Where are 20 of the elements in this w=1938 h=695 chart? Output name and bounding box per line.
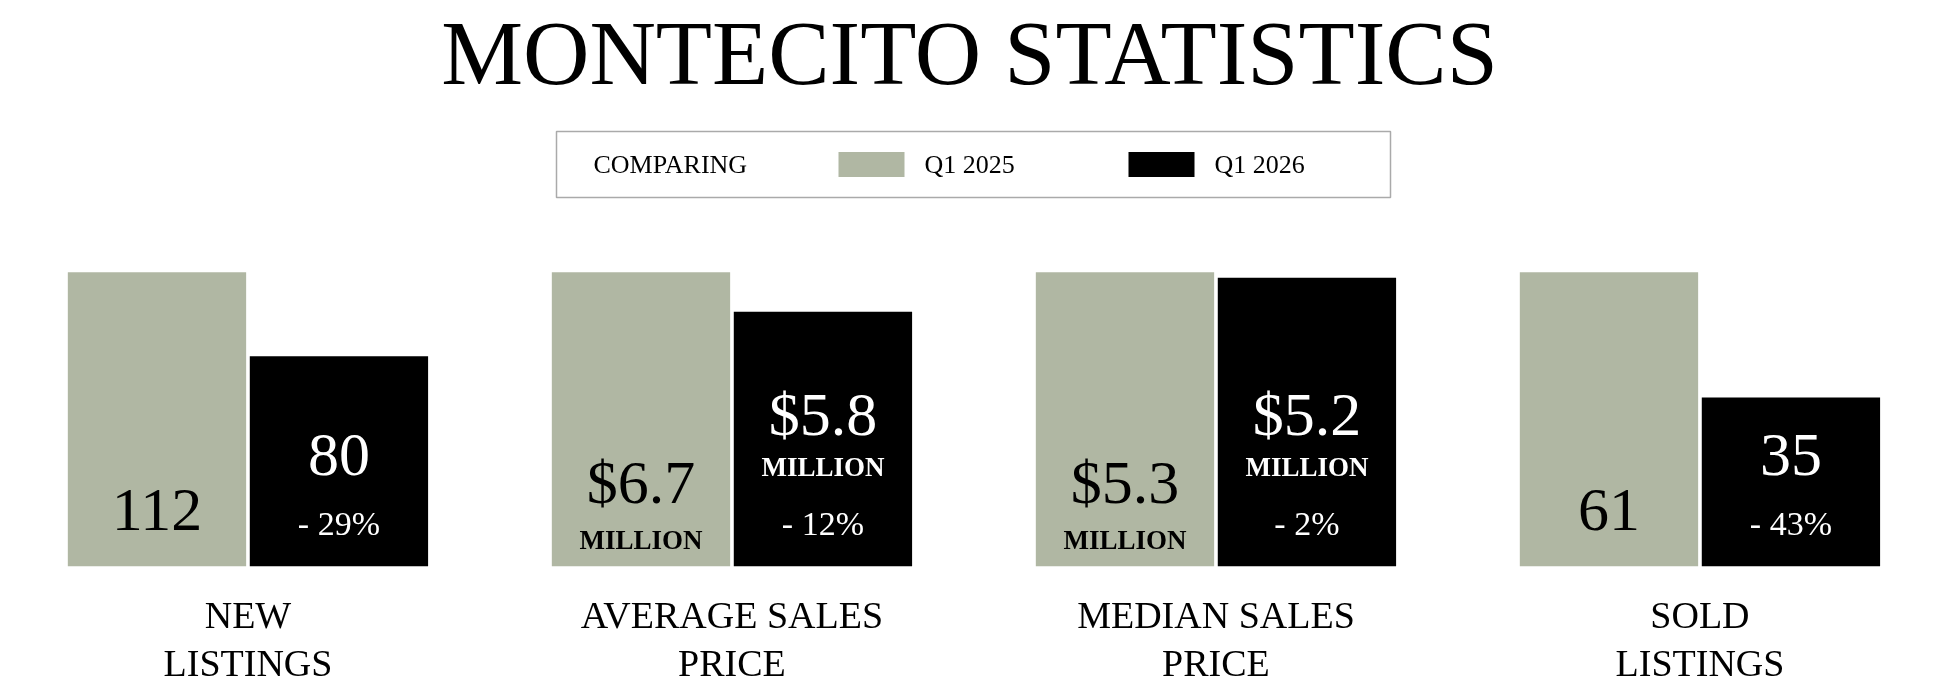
annotation: - 43%: [1749, 504, 1833, 542]
x-axis-title: NEW LISTINGS: [163, 594, 333, 685]
x-axis-title: MEDIAN SALES PRICE: [1077, 594, 1355, 685]
data-label: 80: [307, 420, 370, 489]
annotation: - 29%: [297, 504, 381, 542]
legend-label: Q1 2026: [1214, 150, 1305, 179]
data-label: $5.8 MILLION: [761, 380, 885, 483]
x-axis-title: SOLD LISTINGS: [1615, 594, 1785, 685]
data-label: $5.2 MILLION: [1245, 380, 1369, 483]
legend-title: COMPARING: [593, 150, 748, 179]
annotation: - 12%: [781, 504, 865, 542]
text: MONTECITO STATISTICS: [441, 1, 1498, 104]
x-axis-title: AVERAGE SALES PRICE: [580, 594, 884, 685]
annotation: - 2%: [1274, 504, 1340, 542]
data-label: 112: [111, 475, 203, 544]
data-label: 61: [1577, 475, 1640, 544]
data-label: $5.3 MILLION: [1063, 448, 1187, 556]
legend-label: Q1 2025: [924, 150, 1015, 179]
data-label: 35: [1759, 420, 1822, 489]
data-label: $6.7 MILLION: [579, 448, 703, 556]
